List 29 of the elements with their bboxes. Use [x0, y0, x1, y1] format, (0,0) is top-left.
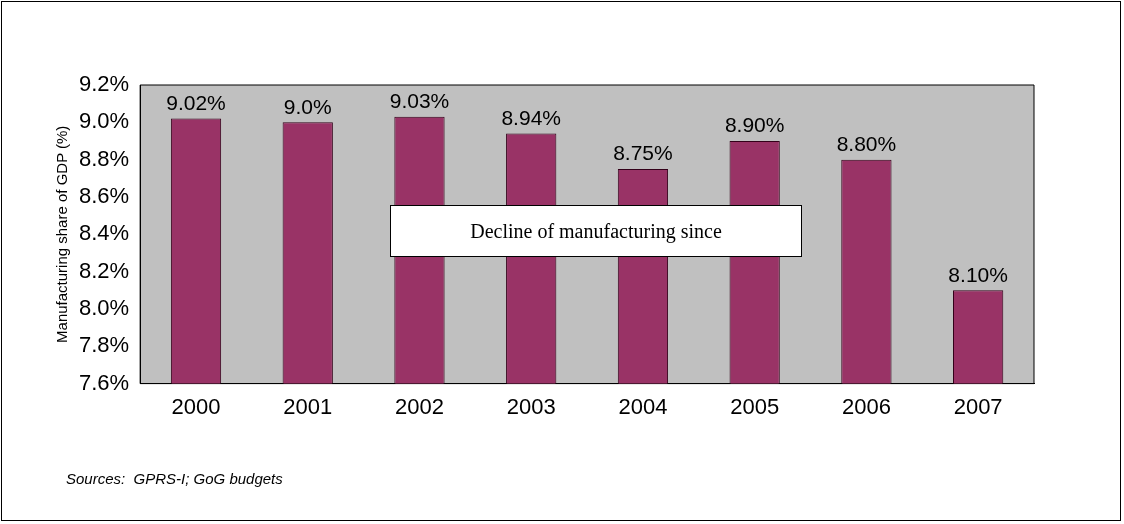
- data-label: 9.0%: [283, 94, 332, 118]
- y-tick-label: 8.4%: [78, 220, 130, 246]
- y-tick-label: 8.8%: [78, 145, 130, 171]
- x-tick-label: 2002: [395, 393, 444, 419]
- x-tick-label: 2005: [730, 393, 780, 419]
- y-tick-label: 8.6%: [78, 183, 130, 209]
- data-label: 8.80%: [836, 131, 897, 155]
- x-tick-label: 2001: [283, 393, 333, 419]
- data-label: 9.02%: [166, 90, 226, 114]
- x-tick-label: 2000: [171, 393, 221, 419]
- y-tick-label: 8.2%: [78, 257, 130, 283]
- data-label: 9.03%: [389, 89, 450, 113]
- annotation: Decline of manufacturing since: [470, 219, 722, 243]
- x-tick-label: 2004: [618, 393, 668, 419]
- y-tick-label: 7.6%: [78, 369, 130, 395]
- y-tick-label: 9.2%: [78, 71, 130, 97]
- source-note: Sources: GPRS-I; GoG budgets: [66, 470, 283, 487]
- data-label: 8.90%: [724, 113, 785, 137]
- x-tick-label: 2003: [506, 393, 556, 419]
- data-label: 8.94%: [501, 105, 561, 129]
- y-tick-label: 8.0%: [78, 295, 130, 321]
- text-box: Decline of manufacturing since: [390, 205, 802, 257]
- y-tick-label: 7.8%: [78, 332, 130, 358]
- x-tick-label: 2007: [953, 393, 1003, 419]
- y-axis-title: Manufacturing share of GDP (%): [53, 125, 71, 343]
- y-tick-label: 9.0%: [78, 108, 130, 134]
- x-tick-label: 2006: [841, 393, 891, 419]
- data-label: 8.75%: [613, 141, 673, 165]
- data-label: 8.10%: [948, 262, 1008, 286]
